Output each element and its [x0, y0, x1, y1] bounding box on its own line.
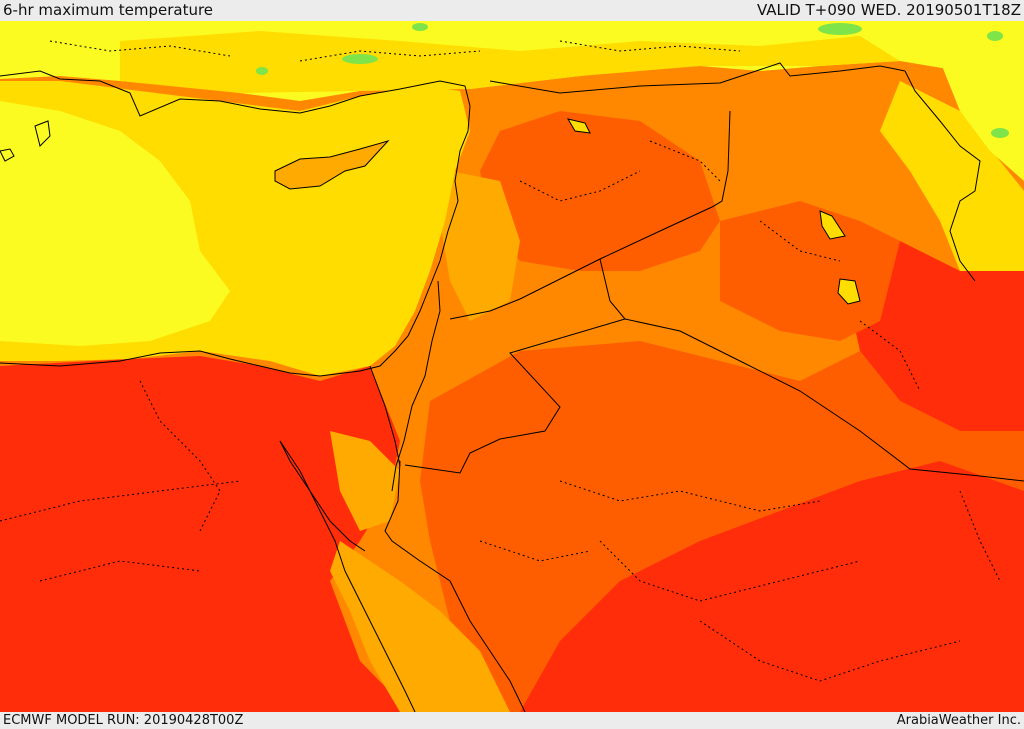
- green-patch: [256, 67, 268, 75]
- iran-light-yellow: [940, 51, 1024, 181]
- sinai-lightorange: [330, 431, 400, 531]
- green-patch: [991, 128, 1009, 138]
- green-patch: [342, 54, 378, 64]
- syria-turkey-border: [489, 62, 906, 94]
- admin-boundaries: [0, 40, 1001, 682]
- admin-boundary: [479, 540, 591, 562]
- admin-boundary: [49, 40, 231, 57]
- admin-boundary: [139, 380, 221, 532]
- lake-assad: [566, 118, 591, 134]
- levant-coastline: [0, 105, 471, 377]
- iraq-saudi-border: [404, 258, 626, 474]
- arabia-darkorange: [420, 341, 1024, 712]
- red-sea-east-coast: [384, 460, 526, 712]
- valid-time: VALID T+090 WED. 20190501T18Z: [756, 1, 1021, 19]
- map-title: 6-hr maximum temperature: [3, 1, 214, 19]
- green-patch: [818, 23, 862, 35]
- red-sea-lightorange: [330, 541, 510, 712]
- admin-boundary: [39, 560, 201, 582]
- jordan-river-border: [391, 280, 441, 492]
- turkey-yellow: [120, 31, 900, 93]
- gulf-suez: [279, 440, 366, 552]
- crete-island: [0, 148, 15, 162]
- green-patch: [412, 23, 428, 31]
- admin-boundary: [559, 480, 821, 512]
- iraq-darkorange: [720, 201, 900, 341]
- iraq-saudi-border-east: [624, 318, 1024, 482]
- admin-boundary: [759, 220, 841, 262]
- iran-yellow: [880, 81, 1024, 271]
- red-sea-west-coast: [279, 440, 416, 712]
- credit-label: ArabiaWeather Inc.: [896, 713, 1021, 728]
- admin-boundary: [0, 480, 241, 522]
- admin-boundary: [559, 40, 741, 52]
- egypt-red-zone: [0, 356, 410, 712]
- iraq-iran-border: [904, 70, 981, 282]
- temperature-map: [0, 21, 1024, 712]
- lake-tharthar: [819, 210, 846, 240]
- turkey-coastline: [0, 70, 471, 117]
- med-light-yellow: [0, 101, 230, 346]
- admin-boundary: [299, 50, 481, 62]
- map-header: 6-hr maximum temperature VALID T+090 WED…: [0, 0, 1024, 21]
- admin-boundary: [859, 320, 921, 392]
- syria-iraq-border: [449, 110, 731, 320]
- levant-lightorange: [440, 171, 520, 321]
- admin-boundary: [519, 170, 641, 202]
- arabia-red-zone: [520, 431, 1024, 712]
- lake-habbaniyah: [837, 278, 861, 305]
- rhodes-island: [34, 120, 51, 147]
- map-footer: ECMWF MODEL RUN: 20190428T00Z ArabiaWeat…: [0, 712, 1024, 729]
- green-patch: [987, 31, 1003, 41]
- admin-boundary: [699, 620, 961, 682]
- model-run: ECMWF MODEL RUN: 20190428T00Z: [3, 713, 244, 728]
- egypt-sinai-border: [369, 365, 401, 467]
- cyprus-island: [274, 140, 390, 190]
